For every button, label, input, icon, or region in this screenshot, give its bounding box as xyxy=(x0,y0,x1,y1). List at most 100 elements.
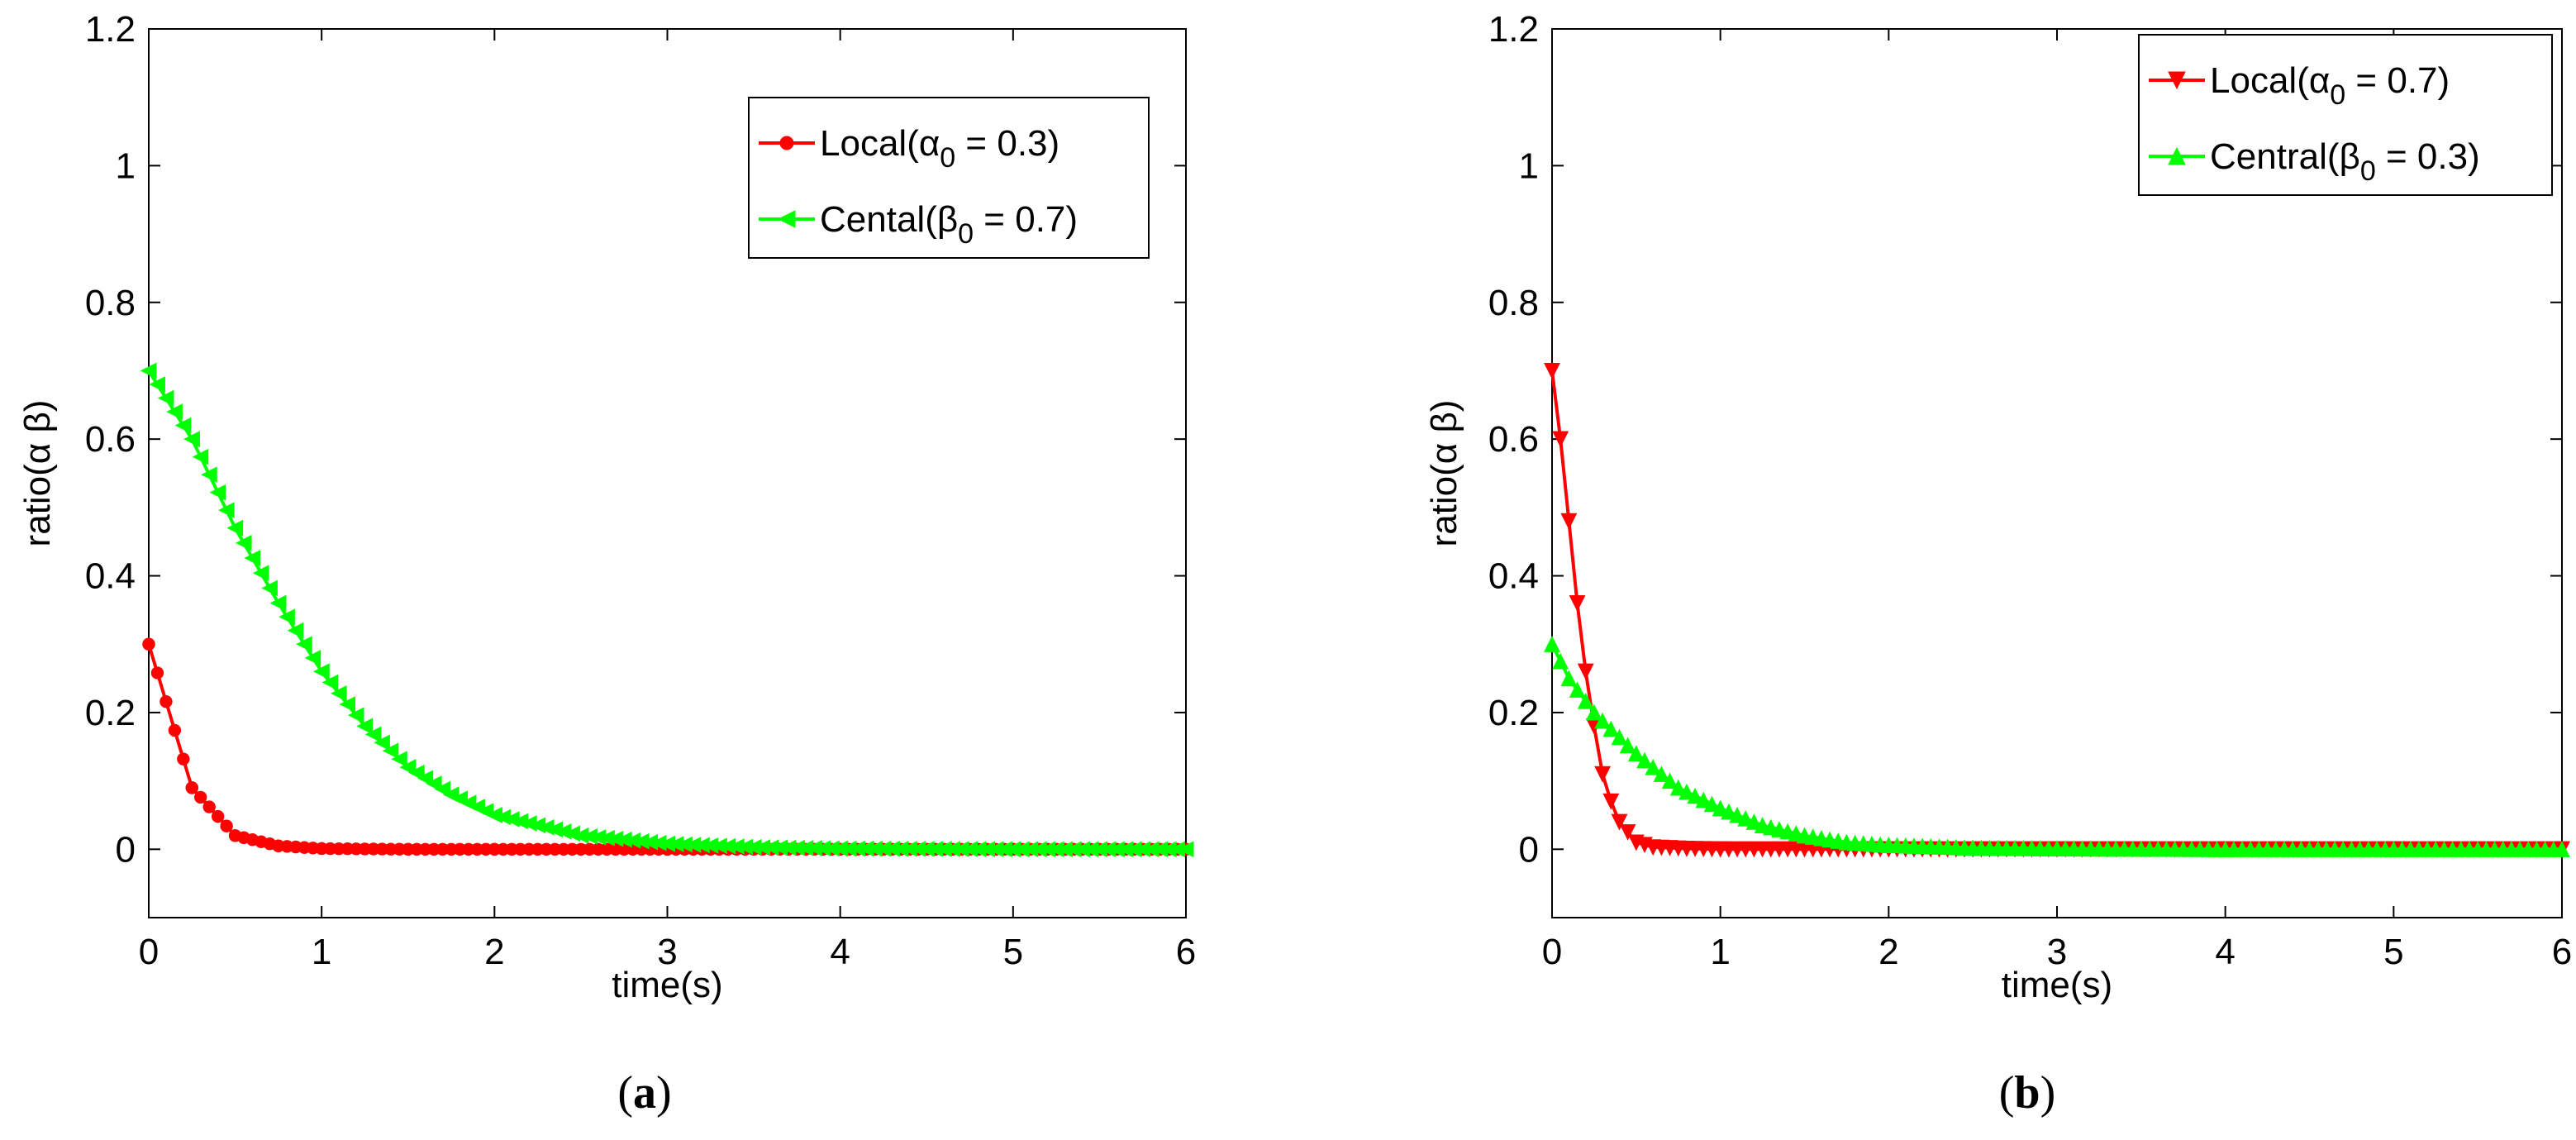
data-point xyxy=(1594,766,1611,783)
data-point xyxy=(408,764,425,781)
legend-subscript: 0 xyxy=(2360,155,2376,187)
x-tick-label: 6 xyxy=(2552,932,2572,972)
y-tick-label: 0 xyxy=(1519,829,1539,870)
data-point xyxy=(211,809,225,823)
data-point xyxy=(272,839,285,852)
data-point xyxy=(1552,652,1569,670)
y-tick-label: 0.4 xyxy=(85,556,136,597)
legend-subscript: 0 xyxy=(958,218,974,250)
data-point xyxy=(402,842,415,856)
data-point xyxy=(1602,793,1620,810)
legend-label: Local(α0 = 0.7) xyxy=(2210,60,2450,111)
data-point xyxy=(1754,817,1771,833)
x-axis-label: time(s) xyxy=(612,965,722,1005)
x-tick-label: 0 xyxy=(1542,932,1562,972)
data-point xyxy=(183,431,200,447)
panel-label-close: ) xyxy=(656,1067,672,1119)
data-point xyxy=(399,759,417,775)
data-point xyxy=(382,742,399,760)
x-tick-label: 3 xyxy=(657,932,677,972)
data-point xyxy=(1695,791,1712,808)
data-point xyxy=(1544,636,1560,652)
data-point xyxy=(220,819,233,832)
data-point xyxy=(287,622,304,639)
data-point xyxy=(442,786,459,803)
data-point xyxy=(1586,704,1602,721)
data-point xyxy=(202,800,216,813)
legend-marker xyxy=(777,210,796,228)
data-point xyxy=(1552,431,1569,448)
data-point xyxy=(1687,787,1703,804)
data-point xyxy=(226,519,244,537)
legend-symbol: α xyxy=(2309,60,2330,101)
series-central xyxy=(1544,636,2570,857)
legend-suffix: = 0.3) xyxy=(955,123,1059,164)
data-point xyxy=(269,594,287,612)
x-tick-label: 5 xyxy=(1003,932,1023,972)
x-tick-label: 3 xyxy=(2047,932,2067,972)
x-axis-label: time(s) xyxy=(2002,965,2112,1005)
y-tick-label: 0.4 xyxy=(1488,556,1539,597)
x-tick-label: 1 xyxy=(312,932,331,972)
data-point xyxy=(1544,362,1560,379)
data-point xyxy=(831,840,849,857)
legend-label: Cental(β0 = 0.7) xyxy=(820,199,1078,250)
panel-label-open: ( xyxy=(617,1067,633,1119)
data-point xyxy=(486,807,502,823)
data-point xyxy=(244,550,260,566)
data-point xyxy=(1880,837,1897,853)
panel-label-letter: a xyxy=(633,1067,656,1119)
data-point xyxy=(1560,670,1578,687)
data-point xyxy=(1653,766,1670,782)
data-point xyxy=(140,362,157,379)
legend-label: Local(α0 = 0.3) xyxy=(820,123,1059,174)
legend: Local(α0 = 0.3) Cental(β0 = 0.7) xyxy=(748,97,1150,259)
data-point xyxy=(356,718,373,735)
data-point xyxy=(488,842,502,856)
data-point xyxy=(330,684,347,702)
legend-subscript: 0 xyxy=(940,142,955,174)
data-point xyxy=(150,666,164,680)
data-point xyxy=(374,734,390,751)
legend-entry: Local(α0 = 0.7) xyxy=(2149,60,2450,111)
chart-panel-b: 0 1 2 3 4 5 6 0 0.2 0.4 0.6 0.8 1 1.2 time(s) ratio(α β… xyxy=(1424,9,2572,1119)
legend: Local(α0 = 0.7)Central(β0 = 0.3) xyxy=(2138,34,2553,196)
y-tick-label: 1.2 xyxy=(85,9,136,50)
data-point xyxy=(1177,841,1194,858)
legend-box xyxy=(2138,34,2553,196)
data-point xyxy=(166,403,183,420)
panel-label: (a) xyxy=(617,1067,671,1119)
x-tick-label: 6 xyxy=(1176,932,1196,972)
data-point xyxy=(1645,839,1662,856)
data-point xyxy=(1628,745,1645,762)
data-point xyxy=(194,790,207,804)
data-point xyxy=(252,565,269,582)
legend-marker xyxy=(2168,71,2186,90)
legend-suffix: = 0.3) xyxy=(2376,136,2480,177)
y-tick-label: 0.8 xyxy=(1488,283,1539,323)
data-point xyxy=(347,707,364,724)
panel-label: (b) xyxy=(1999,1067,2055,1119)
data-point xyxy=(1669,779,1687,796)
data-point xyxy=(1712,841,1729,858)
data-point xyxy=(296,636,312,653)
data-point xyxy=(201,466,217,483)
data-point xyxy=(228,829,242,842)
data-point xyxy=(1703,795,1721,813)
y-tick-label: 1.2 xyxy=(1488,9,1539,50)
legend-marker xyxy=(779,136,794,150)
data-point xyxy=(218,502,235,518)
data-point xyxy=(417,770,434,787)
y-tick-label: 1 xyxy=(1519,145,1539,186)
data-point xyxy=(1611,728,1628,746)
x-tick-label: 4 xyxy=(830,932,850,972)
x-tick-label: 4 xyxy=(2215,932,2235,972)
data-point xyxy=(174,417,192,434)
data-point xyxy=(1661,772,1678,789)
legend-symbol: α xyxy=(919,123,940,164)
data-point xyxy=(364,726,382,743)
data-point xyxy=(745,839,762,856)
legend-marker xyxy=(2168,146,2186,165)
panel-label-open: ( xyxy=(1999,1067,2015,1119)
